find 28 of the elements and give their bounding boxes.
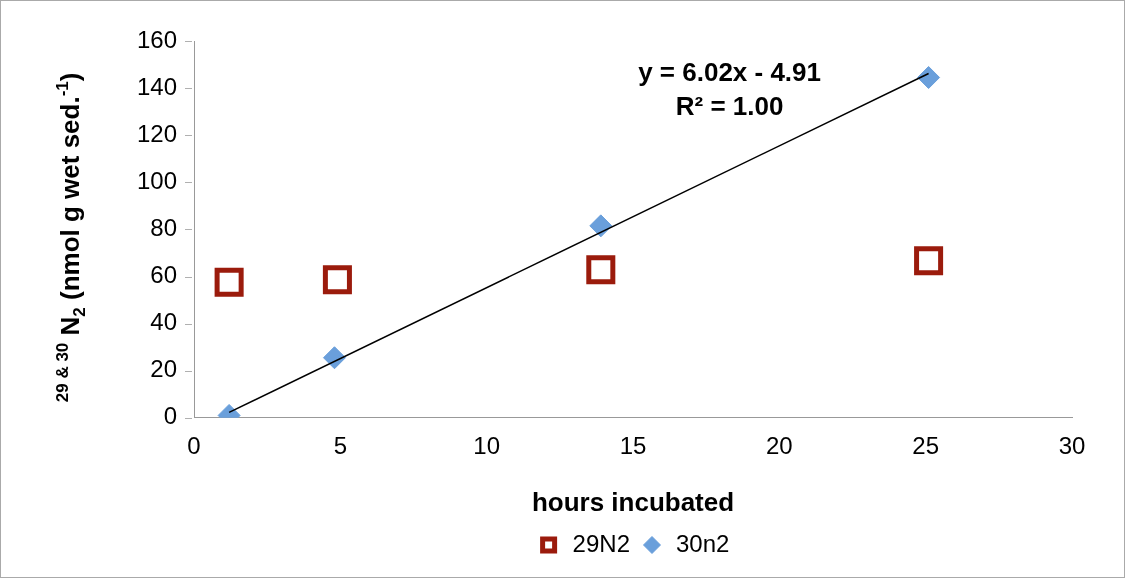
x-tick-label: 20	[765, 432, 793, 460]
point	[914, 246, 944, 276]
x-tick-label: 25	[912, 432, 940, 460]
y-tick-label: 0	[163, 402, 177, 430]
y-tick-label: 100	[136, 166, 177, 194]
point	[589, 214, 613, 238]
point	[322, 265, 352, 295]
x-tick-label: 15	[619, 432, 647, 460]
x-axis-title: hours incubated	[531, 486, 735, 517]
y-tick-label: 20	[150, 355, 177, 383]
x-tick-label: 0	[187, 432, 201, 460]
y-tick-label: 140	[136, 72, 177, 100]
x-tick-label: 10	[473, 432, 501, 460]
y-tick-label: 160	[136, 25, 177, 53]
legend-label: 30n2	[675, 529, 730, 557]
y-tick-label: 120	[136, 119, 177, 147]
y-axis-title: 29 & 30 N2 (nmol g wet sed.-1)	[53, 72, 89, 403]
annotation: R² = 1.00	[675, 91, 784, 122]
y-tick-label: 60	[150, 261, 177, 289]
point	[917, 66, 941, 89]
annotation: y = 6.02x - 4.91	[638, 57, 822, 88]
legend-label: 29N2	[572, 529, 630, 557]
y-tick-label: 80	[150, 214, 177, 242]
x-tick-label: 5	[333, 432, 348, 460]
y-tick-label: 40	[150, 308, 177, 336]
x-tick-label: 30	[1058, 432, 1086, 460]
point	[214, 267, 244, 297]
point	[586, 255, 616, 285]
